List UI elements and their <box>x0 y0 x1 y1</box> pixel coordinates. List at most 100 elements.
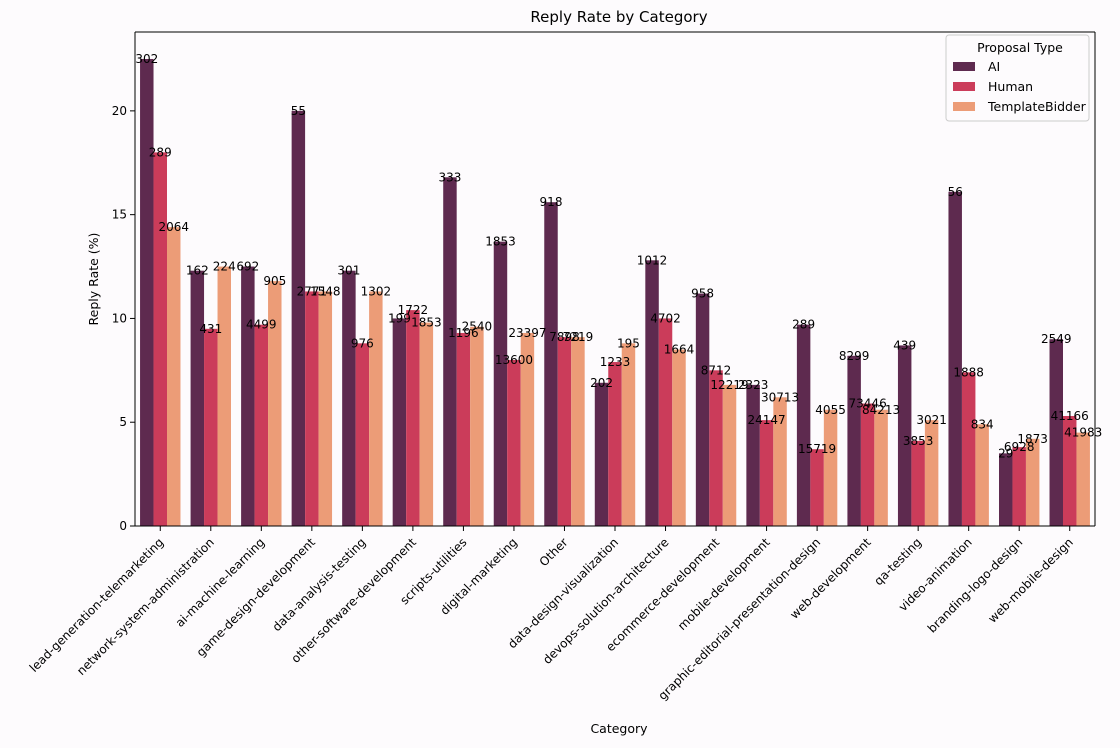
bar-ai-0 <box>140 58 154 526</box>
bar-templatebidder-15 <box>924 420 939 526</box>
bar-templatebidder-13 <box>823 409 838 526</box>
bar-human-6 <box>456 332 471 526</box>
bars-layer <box>140 58 1090 527</box>
bar-templatebidder-12 <box>773 397 787 526</box>
data-label-templatebidder-12: 30713 <box>761 390 799 404</box>
bar-human-0 <box>153 152 167 526</box>
bar-human-13 <box>810 449 824 526</box>
legend: Proposal Type AI Human TemplateBidder <box>945 34 1090 122</box>
bar-human-10 <box>658 318 673 526</box>
bar-ai-17 <box>999 453 1013 526</box>
bar-human-7 <box>507 359 521 526</box>
bar-ai-18 <box>1049 339 1063 526</box>
data-label-templatebidder-17: 1873 <box>1017 432 1048 446</box>
y-tick-label-4: 20 <box>112 104 127 118</box>
bar-templatebidder-1 <box>217 266 231 526</box>
legend-title: Proposal Type <box>977 40 1063 55</box>
bar-human-16 <box>961 372 976 526</box>
bar-ai-8 <box>544 202 558 526</box>
data-label-templatebidder-6: 2540 <box>462 320 493 334</box>
bar-human-15 <box>911 440 925 526</box>
bar-human-2 <box>254 324 269 526</box>
data-label-human-8: 7898 <box>549 330 580 344</box>
bar-templatebidder-2 <box>268 281 282 526</box>
data-label-human-18: 41166 <box>1051 409 1089 423</box>
data-label-ai-3: 55 <box>291 104 306 118</box>
bar-templatebidder-9 <box>621 343 636 526</box>
data-label-human-10: 4702 <box>650 311 681 325</box>
data-label-ai-7: 1853 <box>485 235 516 249</box>
data-label-templatebidder-3: 1548 <box>310 284 341 298</box>
bar-ai-3 <box>291 110 306 527</box>
chart-title: Reply Rate by Category <box>530 8 707 26</box>
bar-ai-12 <box>746 384 760 526</box>
data-label-templatebidder-4: 1302 <box>361 284 392 298</box>
bar-ai-4 <box>342 270 356 526</box>
data-label-templatebidder-8: 7219 <box>563 330 594 344</box>
bar-templatebidder-11 <box>722 384 737 526</box>
y-tick-label-3: 15 <box>112 208 127 222</box>
bar-templatebidder-14 <box>874 409 888 526</box>
data-label-human-11: 8712 <box>701 363 732 377</box>
bar-human-12 <box>759 420 774 526</box>
data-label-ai-16: 56 <box>948 185 963 199</box>
bar-ai-7 <box>493 241 508 526</box>
y-axis-label: Reply Rate (%) <box>86 233 101 326</box>
data-label-ai-11: 958 <box>691 287 714 301</box>
data-label-ai-13: 289 <box>792 318 815 332</box>
data-label-templatebidder-9: 195 <box>617 336 640 350</box>
legend-label-templatebidder: TemplateBidder <box>987 99 1087 114</box>
bar-templatebidder-0 <box>167 227 181 527</box>
bar-ai-2 <box>241 266 255 526</box>
data-label-templatebidder-14: 84213 <box>862 403 900 417</box>
data-label-templatebidder-1: 224 <box>213 260 236 274</box>
data-label-templatebidder-0: 2064 <box>158 220 189 234</box>
data-label-human-1: 431 <box>199 322 222 336</box>
y-tick-label-0: 0 <box>119 519 127 533</box>
data-label-ai-0: 302 <box>135 52 158 66</box>
data-label-ai-8: 918 <box>540 195 563 209</box>
data-label-human-16: 1888 <box>953 365 984 379</box>
legend-swatch-templatebidder <box>953 102 975 111</box>
bar-human-11 <box>709 370 723 526</box>
legend-label-human: Human <box>988 79 1033 94</box>
bar-ai-1 <box>190 270 205 526</box>
data-label-human-9: 1233 <box>600 355 631 369</box>
legend-label-ai: AI <box>988 59 1000 74</box>
bar-templatebidder-7 <box>520 332 535 526</box>
bar-templatebidder-6 <box>470 326 484 526</box>
bar-ai-15 <box>897 345 912 526</box>
bar-ai-14 <box>847 355 861 526</box>
data-label-templatebidder-11: 12219 <box>710 378 748 392</box>
data-label-ai-18: 2549 <box>1041 332 1072 346</box>
data-label-human-13: 15719 <box>798 442 836 456</box>
legend-swatch-human <box>953 82 975 91</box>
y-ticks-layer: 0 5 10 15 20 <box>112 104 135 533</box>
bar-ai-9 <box>594 382 609 526</box>
data-label-human-0: 289 <box>149 145 172 159</box>
data-label-ai-10: 1012 <box>637 253 668 267</box>
legend-items: AI Human TemplateBidder <box>953 59 1087 114</box>
data-label-ai-12: 2323 <box>738 378 769 392</box>
bar-templatebidder-18 <box>1076 432 1090 526</box>
data-label-ai-17: 29 <box>998 446 1013 460</box>
y-tick-label-2: 10 <box>112 311 127 325</box>
bar-ai-16 <box>948 191 962 526</box>
data-label-human-12: 24147 <box>747 413 785 427</box>
bar-ai-13 <box>796 324 811 526</box>
bar-human-4 <box>355 343 370 526</box>
bar-templatebidder-5 <box>419 322 434 526</box>
data-label-human-2: 4499 <box>246 318 277 332</box>
data-label-templatebidder-18: 41983 <box>1064 426 1102 440</box>
data-label-human-17: 6928 <box>1004 440 1035 454</box>
bar-ai-11 <box>695 293 710 526</box>
bar-ai-10 <box>645 260 659 526</box>
data-label-ai-6: 333 <box>438 170 461 184</box>
bar-human-5 <box>406 310 420 526</box>
data-label-ai-1: 162 <box>186 264 209 278</box>
bar-ai-5 <box>392 318 407 526</box>
x-axis-label: Category <box>590 721 648 736</box>
bar-templatebidder-4 <box>369 291 383 526</box>
data-label-templatebidder-16: 834 <box>971 417 994 431</box>
